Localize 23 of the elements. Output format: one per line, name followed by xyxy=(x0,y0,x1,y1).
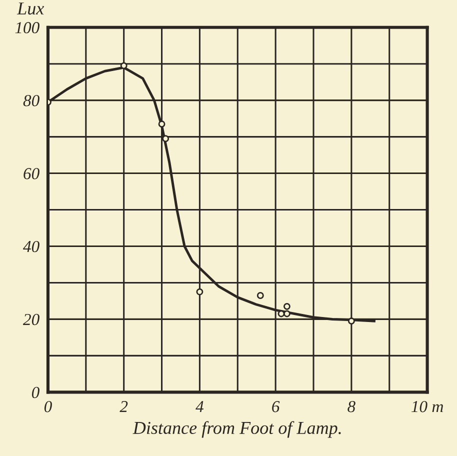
y-tick-label: 20 xyxy=(22,314,40,326)
y-tick-label: 80 xyxy=(23,95,40,106)
y-axis-title: Lux xyxy=(16,2,44,15)
x-tick-label: 6 xyxy=(272,401,280,412)
x-tick-label: 10 m xyxy=(411,400,444,412)
y-tick-label: 0 xyxy=(32,386,40,398)
point xyxy=(158,120,166,128)
point xyxy=(162,135,170,142)
x-tick-label: 4 xyxy=(196,401,204,412)
x-tick-label: 2 xyxy=(120,401,128,412)
point xyxy=(283,310,290,318)
point xyxy=(256,292,264,299)
y-tick-label: 100 xyxy=(15,22,40,34)
point xyxy=(348,318,355,324)
x-tick-label: 0 xyxy=(44,400,52,412)
x-tick-label: 8 xyxy=(348,400,356,412)
point xyxy=(120,62,128,70)
x-axis-title: Distance from Foot of Lamp. xyxy=(132,421,341,438)
y-tick-label: 60 xyxy=(24,168,40,180)
point xyxy=(278,310,285,318)
point xyxy=(283,302,290,310)
point xyxy=(196,288,204,296)
y-tick-label: 40 xyxy=(23,240,40,252)
